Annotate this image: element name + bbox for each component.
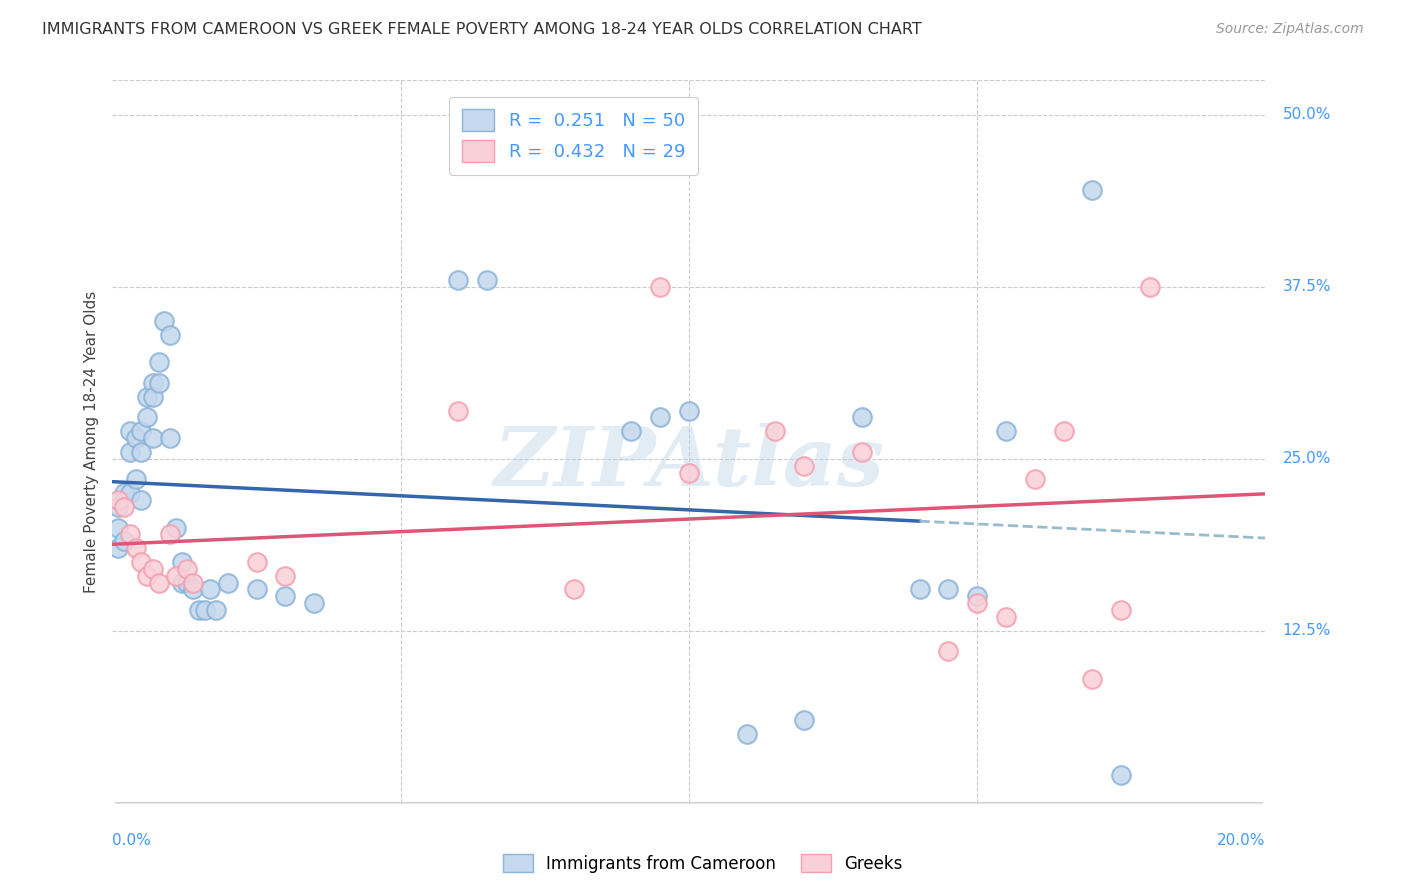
Point: [908, 582, 931, 597]
Point: [475, 273, 499, 287]
Point: [165, 568, 187, 582]
Point: [170, 575, 193, 590]
Point: [129, 424, 153, 438]
Point: [124, 541, 146, 556]
Point: [129, 493, 153, 508]
Point: [936, 644, 959, 658]
Point: [124, 472, 146, 486]
Point: [1111, 603, 1133, 617]
Point: [118, 424, 141, 438]
Point: [936, 582, 959, 597]
Point: [107, 541, 129, 556]
Point: [765, 424, 787, 438]
Text: 37.5%: 37.5%: [1282, 279, 1331, 294]
Point: [153, 314, 176, 328]
Point: [678, 403, 700, 417]
Point: [735, 727, 758, 741]
Point: [112, 486, 135, 500]
Point: [118, 486, 141, 500]
Point: [205, 603, 228, 617]
Point: [620, 424, 643, 438]
Point: [176, 562, 198, 576]
Point: [159, 327, 181, 342]
Text: Source: ZipAtlas.com: Source: ZipAtlas.com: [1216, 22, 1364, 37]
Point: [562, 582, 585, 597]
Point: [181, 575, 204, 590]
Text: 12.5%: 12.5%: [1282, 624, 1331, 639]
Point: [148, 376, 170, 390]
Text: 25.0%: 25.0%: [1282, 451, 1331, 467]
Point: [118, 527, 141, 541]
Point: [1111, 768, 1133, 782]
Point: [851, 410, 873, 425]
Point: [995, 424, 1018, 438]
Point: [181, 582, 204, 597]
Point: [176, 575, 198, 590]
Point: [851, 445, 873, 459]
Text: ZIPAtlas: ZIPAtlas: [494, 423, 884, 503]
Point: [650, 279, 672, 293]
Point: [142, 376, 165, 390]
Text: 50.0%: 50.0%: [1282, 107, 1331, 122]
Point: [1053, 424, 1076, 438]
Point: [200, 582, 222, 597]
Point: [1081, 672, 1104, 686]
Point: [793, 713, 815, 727]
Point: [107, 520, 129, 534]
Y-axis label: Female Poverty Among 18-24 Year Olds: Female Poverty Among 18-24 Year Olds: [83, 291, 98, 592]
Point: [159, 431, 181, 445]
Point: [142, 562, 165, 576]
Point: [447, 403, 470, 417]
Point: [170, 555, 193, 569]
Point: [129, 555, 153, 569]
Point: [118, 445, 141, 459]
Point: [274, 590, 297, 604]
Point: [678, 466, 700, 480]
Point: [217, 575, 239, 590]
Point: [159, 527, 181, 541]
Point: [447, 273, 470, 287]
Point: [246, 555, 269, 569]
Text: 0.0%: 0.0%: [112, 833, 152, 848]
Point: [112, 500, 135, 514]
Point: [1139, 279, 1161, 293]
Point: [304, 596, 326, 610]
Point: [165, 520, 187, 534]
Point: [966, 596, 988, 610]
Point: [793, 458, 815, 473]
Point: [107, 500, 129, 514]
Point: [966, 590, 988, 604]
Point: [246, 582, 269, 597]
Point: [188, 603, 211, 617]
Point: [124, 431, 146, 445]
Point: [1024, 472, 1046, 486]
Point: [1081, 183, 1104, 197]
Point: [995, 610, 1018, 624]
Point: [112, 534, 135, 549]
Text: 20.0%: 20.0%: [1218, 833, 1265, 848]
Point: [129, 445, 153, 459]
Point: [136, 410, 159, 425]
Point: [136, 568, 159, 582]
Point: [274, 568, 297, 582]
Text: IMMIGRANTS FROM CAMEROON VS GREEK FEMALE POVERTY AMONG 18-24 YEAR OLDS CORRELATI: IMMIGRANTS FROM CAMEROON VS GREEK FEMALE…: [42, 22, 922, 37]
Legend: Immigrants from Cameroon, Greeks: Immigrants from Cameroon, Greeks: [496, 847, 910, 880]
Point: [650, 410, 672, 425]
Point: [142, 431, 165, 445]
Point: [194, 603, 217, 617]
Point: [148, 575, 170, 590]
Point: [136, 390, 159, 404]
Point: [142, 390, 165, 404]
Point: [148, 355, 170, 369]
Point: [107, 493, 129, 508]
Legend: R =  0.251   N = 50, R =  0.432   N = 29: R = 0.251 N = 50, R = 0.432 N = 29: [450, 96, 697, 175]
